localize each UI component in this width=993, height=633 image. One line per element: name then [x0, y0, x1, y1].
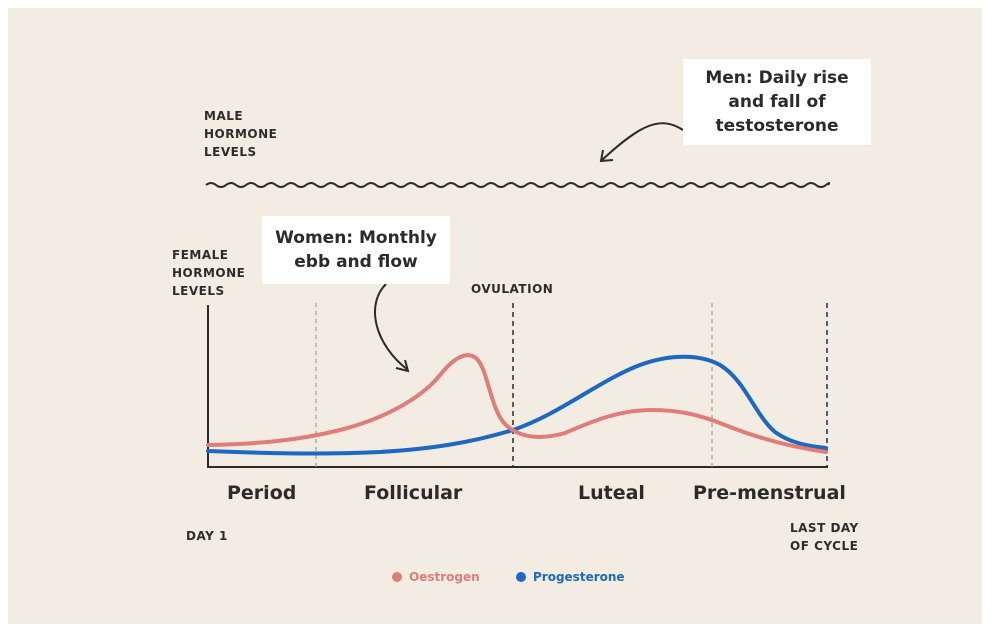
oestrogen-curve	[206, 353, 828, 454]
phase-period: Period	[227, 482, 297, 504]
women-arrow-head-icon	[395, 359, 410, 373]
progesterone-curve	[206, 354, 828, 456]
day-end-label: LAST DAY OF CYCLE	[790, 521, 859, 553]
women-callout-arrow	[374, 283, 409, 371]
phase-premenstrual: Pre-menstrual	[693, 482, 846, 504]
legend-oestrogen-label: Oestrogen	[409, 570, 480, 584]
men-callout: Men: Daily rise and fall of testosterone	[683, 59, 871, 145]
female-axis-label: FEMALE HORMONE LEVELS	[172, 248, 246, 298]
male-axis-label: MALE HORMONE LEVELS	[204, 109, 278, 159]
phase-luteal: Luteal	[578, 482, 645, 504]
day-start-label: DAY 1	[186, 529, 228, 543]
legend-oestrogen: Oestrogen	[392, 570, 480, 584]
women-callout: Women: Monthly ebb and flow	[262, 216, 450, 284]
oestrogen-dot-icon	[392, 572, 402, 582]
male-hormone-wave	[205, 182, 831, 188]
progesterone-dot-icon	[516, 572, 526, 582]
legend-progesterone-label: Progesterone	[533, 570, 625, 584]
men-callout-arrow	[601, 122, 684, 161]
legend-progesterone: Progesterone	[516, 570, 625, 584]
men-arrow-head-icon	[599, 149, 614, 163]
phase-follicular: Follicular	[364, 482, 463, 504]
ovulation-label: OVULATION	[471, 282, 554, 296]
